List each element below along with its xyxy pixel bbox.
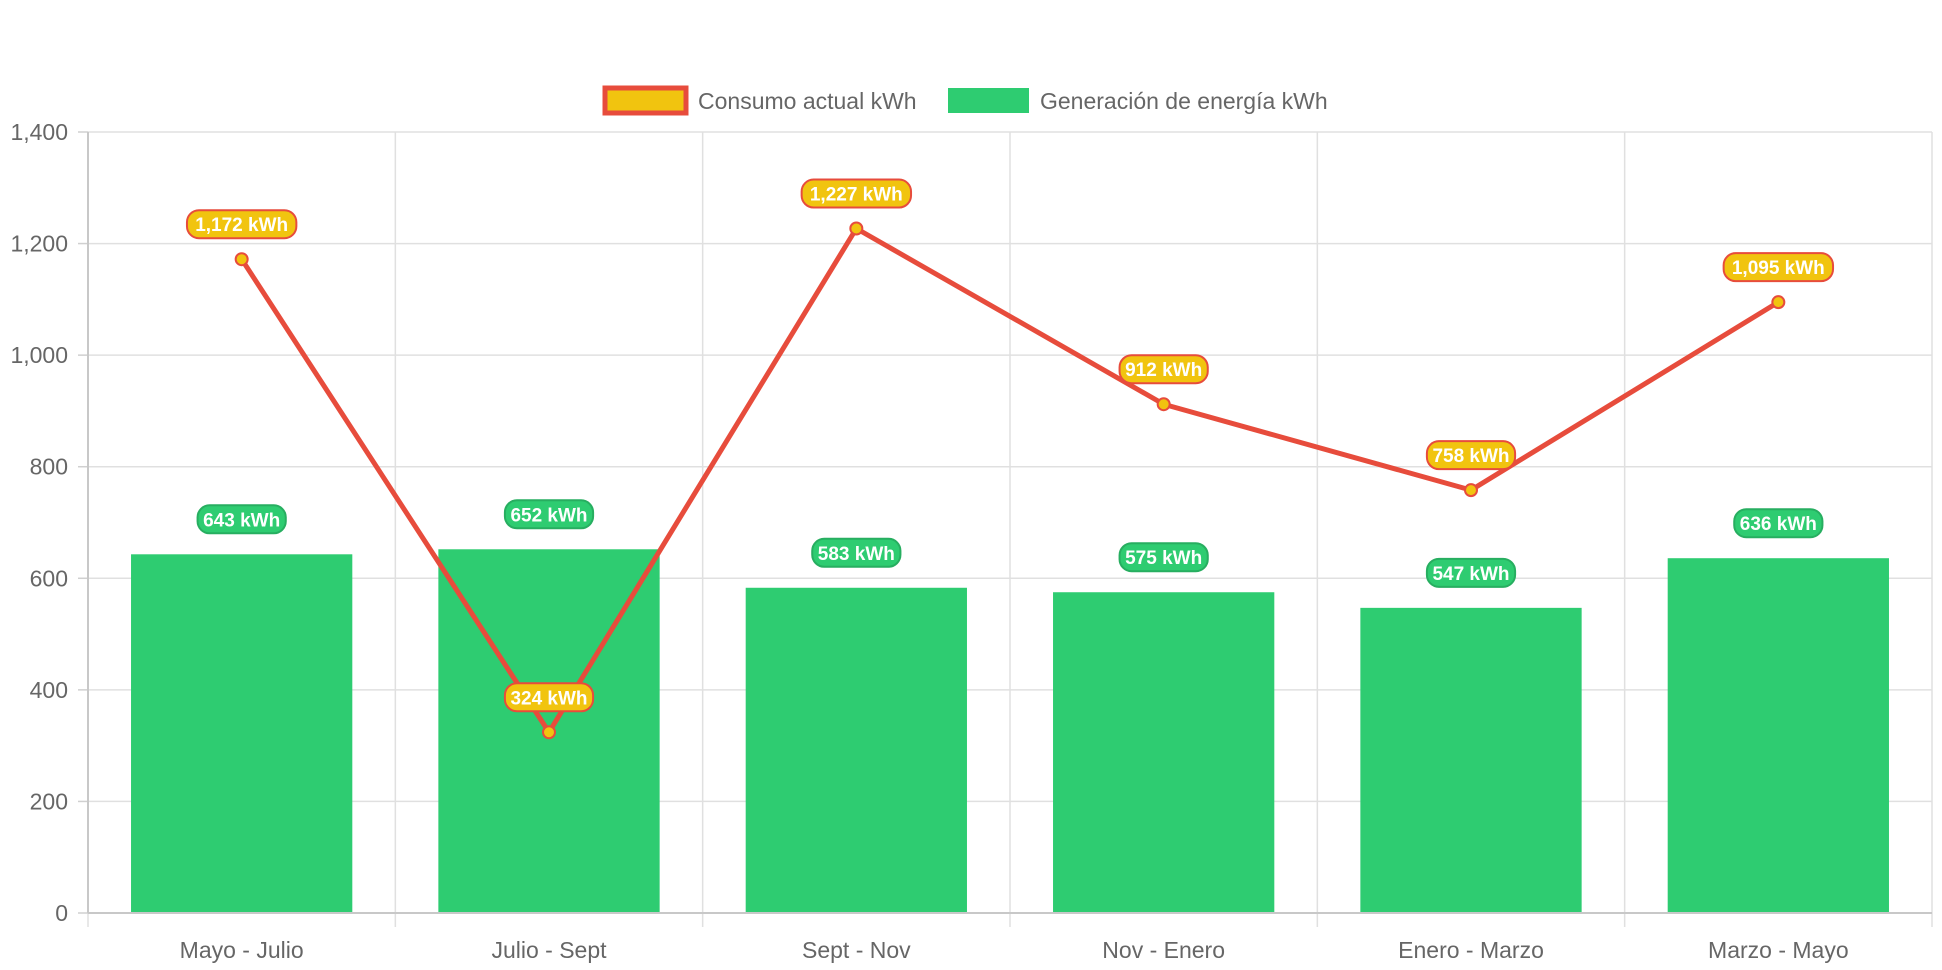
line-label-marzo-mayo-text: 1,095 kWh [1732, 258, 1825, 279]
line-label-marzo-mayo-bg [1722, 252, 1835, 283]
y-tick-label: 1,200 [10, 231, 68, 257]
line-label-julio-sept: 324 kWh [503, 682, 595, 713]
bar-label-sept-nov-text: 583 kWh [818, 544, 895, 565]
bar-label-mayo-julio-bg [196, 504, 287, 535]
x-tick-label-julio-sept: Julio - Sept [491, 937, 607, 963]
line-label-nov-enero: 912 kWh [1118, 354, 1209, 385]
line-point-julio-sept [542, 725, 556, 740]
legend: Consumo actual kWh Generación de energía … [602, 85, 1328, 116]
x-tick-label-enero-marzo: Enero - Marzo [1398, 937, 1544, 963]
bar-label-nov-enero-bg [1118, 542, 1209, 573]
x-tick-label-sept-nov: Sept - Nov [802, 937, 911, 963]
y-tick-label: 800 [30, 454, 68, 480]
line-label-julio-sept-text: 324 kWh [510, 688, 587, 709]
bar-label-sept-nov-bg [811, 537, 902, 568]
line-point-sept-nov [849, 221, 864, 236]
line-label-sept-nov: 1,227 kWh [800, 178, 913, 209]
legend-swatch-generacion [948, 88, 1029, 113]
y-tick-label: 1,400 [10, 119, 68, 145]
bar-sept-nov [745, 587, 967, 913]
line-label-sept-nov-bg [800, 178, 913, 209]
line-point-mayo-julio [234, 252, 249, 267]
bar-label-enero-marzo-text: 547 kWh [1432, 564, 1509, 585]
bar-mayo-julio [131, 554, 353, 913]
line-label-enero-marzo-bg [1425, 440, 1517, 471]
legend-swatch-consumo [602, 85, 689, 116]
bar-marzo-mayo [1667, 558, 1889, 913]
line-label-nov-enero-text: 912 kWh [1125, 360, 1202, 381]
bar-enero-marzo [1360, 607, 1582, 913]
legend-label-generacion: Generación de energía kWh [1040, 88, 1328, 114]
y-tick-label: 0 [55, 900, 68, 926]
bar-label-julio-sept: 652 kWh [503, 499, 595, 530]
bar-label-mayo-julio: 643 kWh [196, 504, 287, 535]
bar-label-nov-enero-text: 575 kWh [1125, 548, 1202, 569]
bar-label-marzo-mayo-bg [1733, 508, 1824, 539]
x-tick-label-mayo-julio: Mayo - Julio [180, 937, 304, 963]
line-label-mayo-julio: 1,172 kWh [185, 209, 298, 240]
bar-label-nov-enero: 575 kWh [1118, 542, 1209, 573]
line-label-julio-sept-bg [503, 682, 595, 713]
line-label-mayo-julio-text: 1,172 kWh [195, 215, 288, 236]
line-point-enero-marzo [1464, 483, 1478, 498]
line-point-nov-enero [1156, 397, 1171, 412]
bar-series [131, 549, 1889, 913]
x-tick-label-marzo-mayo: Marzo - Mayo [1708, 937, 1849, 963]
line-label-marzo-mayo: 1,095 kWh [1722, 252, 1835, 283]
y-tick-label: 600 [30, 565, 68, 591]
bar-label-sept-nov: 583 kWh [811, 537, 902, 568]
axes: 0 200 400 600 800 1,000 1,200 1,400 Mayo - Julio… [10, 119, 1932, 963]
line-label-nov-enero-bg [1118, 354, 1209, 385]
legend-item-consumo[interactable]: Consumo actual kWh [602, 85, 917, 116]
bar-label-marzo-mayo-text: 636 kWh [1740, 514, 1817, 535]
y-tick-label: 400 [30, 677, 68, 703]
bar-label-mayo-julio-text: 643 kWh [203, 510, 280, 531]
legend-item-generacion[interactable]: Generación de energía kWh [948, 88, 1328, 114]
line-label-sept-nov-text: 1,227 kWh [810, 185, 903, 206]
y-tick-label: 1,000 [10, 342, 68, 368]
bar-label-julio-sept-bg [503, 499, 595, 530]
legend-label-consumo: Consumo actual kWh [698, 88, 917, 114]
bar-nov-enero [1053, 592, 1275, 913]
bar-label-julio-sept-text: 652 kWh [510, 505, 587, 526]
line-series [234, 221, 1786, 740]
line-point-marzo-mayo [1771, 295, 1786, 310]
line-label-mayo-julio-bg [185, 209, 298, 240]
bar-label-enero-marzo: 547 kWh [1425, 557, 1517, 588]
line-label-enero-marzo-text: 758 kWh [1432, 446, 1509, 467]
line-label-enero-marzo: 758 kWh [1425, 440, 1517, 471]
grid [87, 131, 1933, 927]
consumo-line [239, 226, 1780, 735]
bar-label-enero-marzo-bg [1425, 557, 1517, 588]
x-tick-label-nov-enero: Nov - Enero [1102, 937, 1225, 963]
y-tick-label: 200 [30, 788, 68, 814]
bar-label-marzo-mayo: 636 kWh [1733, 508, 1824, 539]
data-labels: 643 kWh 652 kWh 583 kWh 575 kWh 547 kWh 636 k… [185, 178, 1835, 713]
